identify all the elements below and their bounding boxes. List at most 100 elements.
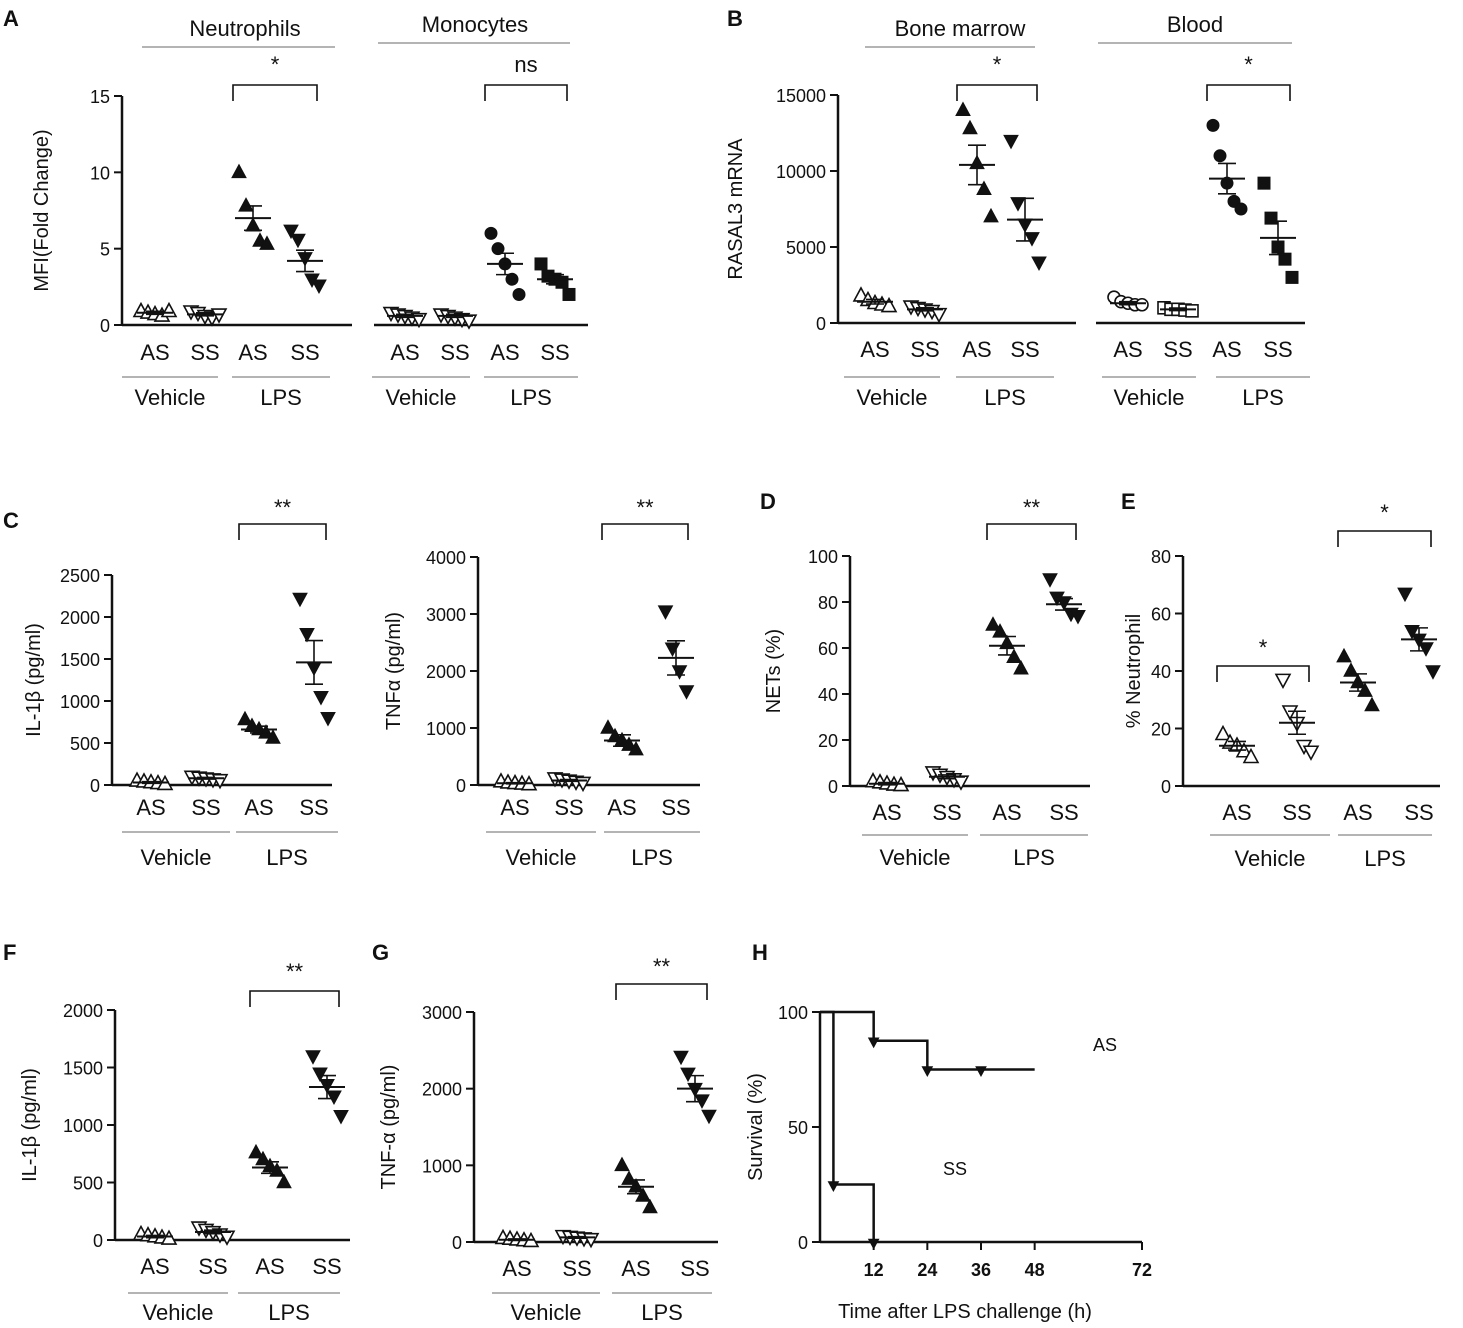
category-label: AS [390,340,419,365]
category-label: SS [1282,800,1311,825]
data-point [1302,745,1320,761]
category-label: AS [1113,337,1142,362]
category-label: AS [238,340,267,365]
data-point [320,712,336,727]
y-tick-label: 1500 [60,650,100,670]
category-label: SS [661,795,690,820]
group-header: Neutrophils [189,16,300,41]
x-tick-label: 36 [971,1260,991,1280]
data-point [955,101,971,116]
data-point [1397,587,1413,603]
data-point [290,233,306,249]
data-point [311,279,327,295]
y-tick-label: 0 [456,776,466,796]
group-label: LPS [1013,845,1055,870]
censor-marker [827,1181,840,1193]
y-tick-label: 0 [828,777,838,797]
y-axis-label: TNF-α (pg/ml) [378,1065,400,1190]
category-label: SS [1010,337,1039,362]
group-label: Vehicle [857,385,928,410]
x-tick-label: 24 [917,1260,937,1280]
data-point [562,287,576,301]
data-point [1042,573,1058,588]
y-axis-label: NETs (%) [763,629,785,713]
data-point [657,605,674,620]
significance-bracket [484,84,568,101]
group-label: LPS [984,385,1026,410]
data-point [1185,304,1199,318]
y-tick-label: 20 [1151,720,1171,740]
significance-label: ** [636,495,654,520]
data-point [258,724,274,739]
group-header: Blood [1167,12,1223,37]
survival-curve-ss [820,1010,875,1242]
category-label: SS [680,1256,709,1281]
category-label: AS [1212,337,1241,362]
category-label: SS [198,1254,227,1279]
y-tick-label: 50 [788,1118,808,1138]
significance-label: * [1259,635,1268,660]
category-label: AS [992,800,1021,825]
chart-e: E 0 20 40 60 80 % Neutrophil AS SS AS SS Vehicle LPS… [1121,489,1441,871]
x-axis-label: Time after LPS challenge (h) [838,1301,1092,1323]
data-point [1357,682,1373,697]
category-label: SS [312,1254,341,1279]
category-label: AS [1222,800,1251,825]
chart-c1: C 0 500 1000 1500 2000 2500 IL-1β (pg/ml) AS SS AS… [3,495,338,870]
category-label: SS [190,340,219,365]
significance-bracket [1337,530,1432,547]
data-point [880,296,898,313]
y-tick-label: 1000 [63,1116,103,1136]
group-label: LPS [1364,846,1406,871]
data-point [614,1156,630,1172]
category-label: SS [191,795,220,820]
category-label: AS [1343,800,1372,825]
panel-letter: C [3,508,19,533]
group-label: Vehicle [880,845,951,870]
y-tick-label: 5000 [786,238,826,258]
series-label-ss: SS [943,1159,967,1179]
group-header: Monocytes [422,12,528,37]
y-tick-label: 40 [818,685,838,705]
data-point [312,1067,328,1083]
y-axis-label: RASAL3 mRNA [725,138,747,280]
data-point [600,719,616,734]
censor-marker [867,1037,880,1049]
group-label: LPS [631,845,673,870]
data-point [1010,197,1026,212]
group-label: Vehicle [141,845,212,870]
group-label: Vehicle [511,1300,582,1325]
data-point [1274,673,1292,690]
data-point [1278,252,1292,266]
category-label: SS [1163,337,1192,362]
category-label: SS [540,340,569,365]
y-tick-label: 500 [73,1174,103,1194]
y-tick-label: 5 [100,240,110,260]
y-tick-label: 15 [90,87,110,107]
series-label-as: AS [1093,1035,1117,1055]
panel-letter: E [1121,489,1136,514]
panel-letter: G [372,940,389,965]
data-point [512,287,526,301]
category-label: SS [1049,800,1078,825]
group-label: LPS [266,845,308,870]
y-tick-label: 1000 [60,692,100,712]
y-tick-label: 0 [452,1233,462,1253]
significance-label: ** [1023,495,1041,520]
chart-a: A 0 5 10 15 MFI(Fold Change) Neutrophils Monocy… [3,6,588,410]
y-tick-label: 60 [1151,605,1171,625]
y-tick-label: 10 [90,163,110,183]
data-point [1234,202,1248,216]
group-label: LPS [641,1300,683,1325]
data-point [1264,211,1278,225]
significance-label: ** [286,959,304,984]
data-point [1006,648,1022,663]
group-label: LPS [510,385,552,410]
data-point [313,691,329,706]
chart-h: H 0 50 100 12 24 36 48 72 Survival (%) Time after … [745,940,1152,1323]
data-point [1425,665,1441,680]
data-point [305,1050,321,1065]
y-tick-label: 40 [1151,662,1171,682]
significance-label: * [271,52,280,77]
group-label: LPS [1242,385,1284,410]
